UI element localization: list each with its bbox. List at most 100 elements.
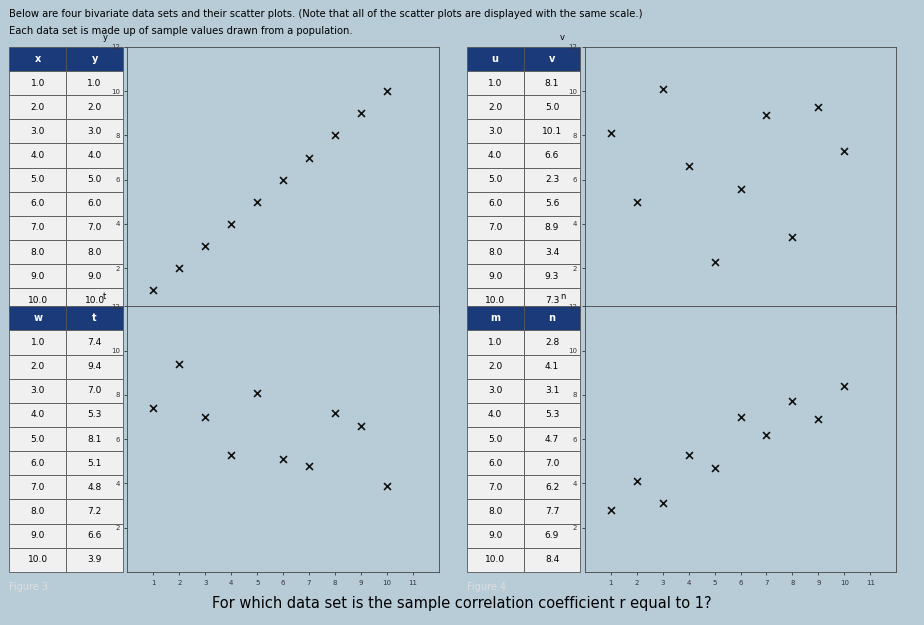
Text: 8.0: 8.0 <box>88 248 102 257</box>
Text: 5.0: 5.0 <box>488 175 503 184</box>
Bar <box>9 119 67 144</box>
Point <box>380 481 395 491</box>
Text: v: v <box>560 32 565 41</box>
Text: 5.0: 5.0 <box>30 434 45 444</box>
Bar <box>467 71 524 95</box>
Bar <box>9 379 67 403</box>
Text: 3.0: 3.0 <box>30 127 45 136</box>
Text: 6.0: 6.0 <box>488 199 503 208</box>
Bar <box>67 168 123 192</box>
Bar <box>467 379 524 403</box>
Bar <box>67 264 123 288</box>
Text: 6.0: 6.0 <box>30 199 45 208</box>
Point <box>302 461 317 471</box>
Text: 7.0: 7.0 <box>88 224 102 232</box>
Point <box>224 219 238 229</box>
Bar <box>524 475 580 499</box>
Bar <box>524 524 580 548</box>
Bar <box>67 451 123 475</box>
Text: 2.8: 2.8 <box>545 338 559 347</box>
Bar <box>524 144 580 168</box>
Text: 8.4: 8.4 <box>545 555 559 564</box>
Text: 2.0: 2.0 <box>488 362 503 371</box>
Text: 8.0: 8.0 <box>488 507 503 516</box>
Point <box>146 403 161 413</box>
Point <box>785 232 800 242</box>
Text: 9.0: 9.0 <box>30 531 45 540</box>
Bar <box>9 548 67 572</box>
Point <box>629 197 644 207</box>
Bar <box>67 306 123 331</box>
Text: 9.0: 9.0 <box>488 272 503 281</box>
Text: 6.6: 6.6 <box>88 531 102 540</box>
Bar <box>9 451 67 475</box>
Bar <box>524 95 580 119</box>
Text: x: x <box>34 54 41 64</box>
Bar <box>9 288 67 312</box>
Text: 8.0: 8.0 <box>488 248 503 257</box>
Text: 6.0: 6.0 <box>30 459 45 468</box>
Text: m: m <box>490 313 500 323</box>
Point <box>603 128 618 138</box>
Text: 9.0: 9.0 <box>88 272 102 281</box>
Bar <box>67 548 123 572</box>
Bar <box>524 306 580 331</box>
Bar <box>9 144 67 168</box>
Bar <box>467 264 524 288</box>
Text: 4.0: 4.0 <box>30 151 45 160</box>
Point <box>249 388 264 398</box>
Text: 6.2: 6.2 <box>545 483 559 492</box>
Bar <box>67 71 123 95</box>
Bar <box>9 216 67 240</box>
Bar <box>67 524 123 548</box>
Bar <box>67 354 123 379</box>
Bar <box>9 71 67 95</box>
Text: 4.0: 4.0 <box>30 411 45 419</box>
Bar <box>524 216 580 240</box>
Text: 9.0: 9.0 <box>30 272 45 281</box>
Text: 5.0: 5.0 <box>30 175 45 184</box>
Point <box>354 108 369 118</box>
Bar <box>9 475 67 499</box>
Text: 8.0: 8.0 <box>30 248 45 257</box>
Text: 4.1: 4.1 <box>545 362 559 371</box>
Bar <box>524 264 580 288</box>
Text: 8.0: 8.0 <box>30 507 45 516</box>
Text: 2.0: 2.0 <box>488 102 503 112</box>
Text: 2.0: 2.0 <box>30 102 45 112</box>
Bar <box>524 379 580 403</box>
Bar <box>9 240 67 264</box>
Bar <box>467 288 524 312</box>
Bar <box>9 306 67 331</box>
Bar <box>524 354 580 379</box>
Text: 4.7: 4.7 <box>545 434 559 444</box>
Text: 5.3: 5.3 <box>545 411 559 419</box>
Bar <box>67 288 123 312</box>
Bar <box>467 192 524 216</box>
Bar <box>67 499 123 524</box>
Point <box>707 463 722 473</box>
Bar <box>67 379 123 403</box>
Text: 3.0: 3.0 <box>30 386 45 395</box>
Text: 1.0: 1.0 <box>488 79 503 88</box>
Text: 3.0: 3.0 <box>88 127 102 136</box>
Point <box>733 412 748 422</box>
Bar <box>67 240 123 264</box>
Bar <box>467 95 524 119</box>
Text: 10.1: 10.1 <box>542 127 562 136</box>
Bar <box>67 192 123 216</box>
Point <box>275 174 290 185</box>
Bar <box>524 192 580 216</box>
Text: 2.0: 2.0 <box>30 362 45 371</box>
Text: w: w <box>33 313 43 323</box>
Text: 6.9: 6.9 <box>545 531 559 540</box>
Text: 4.0: 4.0 <box>488 151 503 160</box>
Bar <box>9 354 67 379</box>
Text: 9.4: 9.4 <box>88 362 102 371</box>
Bar <box>467 119 524 144</box>
Text: 7.2: 7.2 <box>88 507 102 516</box>
Bar <box>467 47 524 71</box>
Point <box>224 449 238 459</box>
Text: 4.8: 4.8 <box>88 483 102 492</box>
Text: 8.9: 8.9 <box>545 224 559 232</box>
